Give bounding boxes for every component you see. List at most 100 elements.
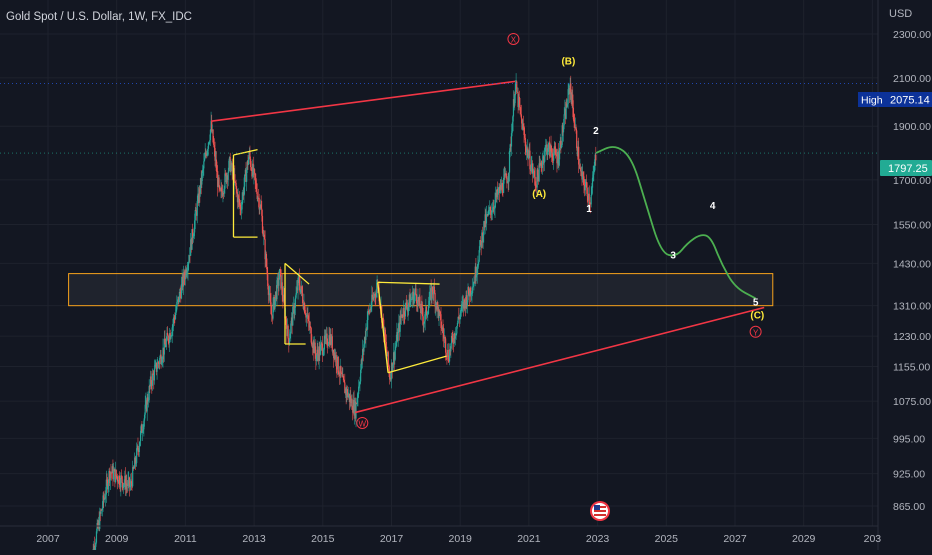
candle-body — [170, 335, 173, 337]
candle-body — [93, 545, 96, 552]
candle-body — [327, 344, 329, 346]
candle-body — [403, 307, 405, 316]
candle-body — [288, 338, 290, 345]
candle-body — [392, 352, 395, 365]
candle-body — [224, 173, 227, 175]
candle-body — [223, 192, 225, 194]
candle-body — [443, 333, 445, 339]
candle-body — [571, 94, 573, 104]
candle-body — [334, 355, 337, 360]
price-axis[interactable]: 2300.00 2100.00 1900.00 1700.00 1550.00 1430.… — [893, 29, 931, 513]
candle-body — [105, 479, 107, 495]
candle-body — [277, 278, 279, 286]
candle-body — [262, 232, 264, 236]
y-tick-label: 1700.00 — [893, 175, 931, 187]
symbol-title[interactable]: Gold Spot / U.S. Dollar, 1W, FX_IDC — [6, 11, 192, 23]
us-flag-event-icon[interactable] — [590, 501, 610, 521]
candle-body — [556, 156, 558, 164]
candle-body — [109, 471, 111, 481]
candle-body — [410, 299, 412, 300]
candle-body — [236, 188, 238, 193]
candle-body — [310, 328, 312, 343]
candle-body — [335, 355, 337, 367]
candle-body — [280, 282, 283, 289]
candle-body — [593, 171, 595, 175]
candle-body — [406, 307, 409, 312]
candle-body — [423, 321, 426, 324]
candle-body — [500, 184, 502, 190]
candle-body — [495, 193, 497, 198]
candle-body — [322, 353, 324, 355]
candle-body — [149, 386, 151, 387]
candle-body — [268, 294, 270, 296]
candle-body — [526, 148, 528, 150]
candle-body — [345, 388, 347, 396]
candle-body — [328, 335, 330, 345]
candle-body — [362, 349, 364, 352]
candle-body — [285, 316, 287, 325]
candle-body — [100, 509, 102, 514]
candle-body — [393, 352, 395, 362]
candle-body — [222, 192, 224, 196]
time-axis[interactable]: 2007 2009 2011 2013 2015 2017 2019 2021 2023 2025… — [36, 533, 881, 545]
candle-body — [221, 191, 223, 196]
candle-body — [117, 481, 119, 484]
candle-body — [531, 163, 533, 166]
candle-body — [566, 104, 569, 107]
candle-body — [586, 187, 588, 197]
candle-body — [163, 338, 165, 355]
candle-body — [251, 169, 253, 177]
candle-body — [111, 466, 113, 473]
candle-body — [250, 167, 252, 170]
candle-body — [477, 261, 480, 265]
candle-body — [256, 191, 258, 199]
support-zone-layer — [68, 273, 774, 307]
candle-body — [354, 401, 356, 416]
wave-label: (C) — [750, 311, 764, 322]
candle-body — [294, 307, 296, 314]
candle-body — [479, 240, 481, 251]
candle-body — [422, 316, 424, 325]
candle-body — [334, 352, 336, 360]
candle-body — [387, 352, 389, 365]
candle-body — [278, 279, 280, 286]
candle-body — [199, 177, 202, 194]
x-tick-label: 2025 — [655, 533, 679, 545]
candle-body — [221, 187, 223, 192]
candle-body — [111, 472, 113, 474]
candle-body — [263, 234, 265, 236]
candle-body — [336, 356, 339, 370]
candle-body — [115, 469, 117, 477]
x-tick-label: 2015 — [311, 533, 335, 545]
candle-body — [474, 266, 476, 283]
candle-body — [180, 293, 182, 299]
candle-body — [160, 354, 162, 365]
candle-body — [103, 497, 105, 501]
candle-body — [180, 284, 183, 299]
candle-body — [443, 337, 445, 339]
candle-body — [355, 402, 357, 419]
candle-body — [433, 286, 436, 294]
wave-label: 4 — [710, 201, 716, 212]
candle-body — [95, 531, 98, 543]
candle-body — [557, 152, 559, 164]
candle-body — [394, 350, 396, 362]
candle-body — [110, 472, 112, 474]
candle-body — [195, 209, 197, 211]
candle-body — [424, 311, 426, 322]
candle-body — [249, 152, 251, 159]
candle-body — [207, 148, 209, 151]
candle-body — [329, 333, 331, 345]
candle-body — [360, 359, 362, 370]
candle-body — [290, 317, 293, 324]
candle-body — [492, 207, 494, 212]
candle-body — [297, 277, 299, 291]
candle-body — [406, 302, 408, 308]
candle-body — [167, 335, 169, 342]
candle-body — [210, 120, 212, 130]
candle-body — [201, 170, 204, 174]
candle-body — [508, 172, 510, 183]
candle-body — [464, 299, 466, 302]
